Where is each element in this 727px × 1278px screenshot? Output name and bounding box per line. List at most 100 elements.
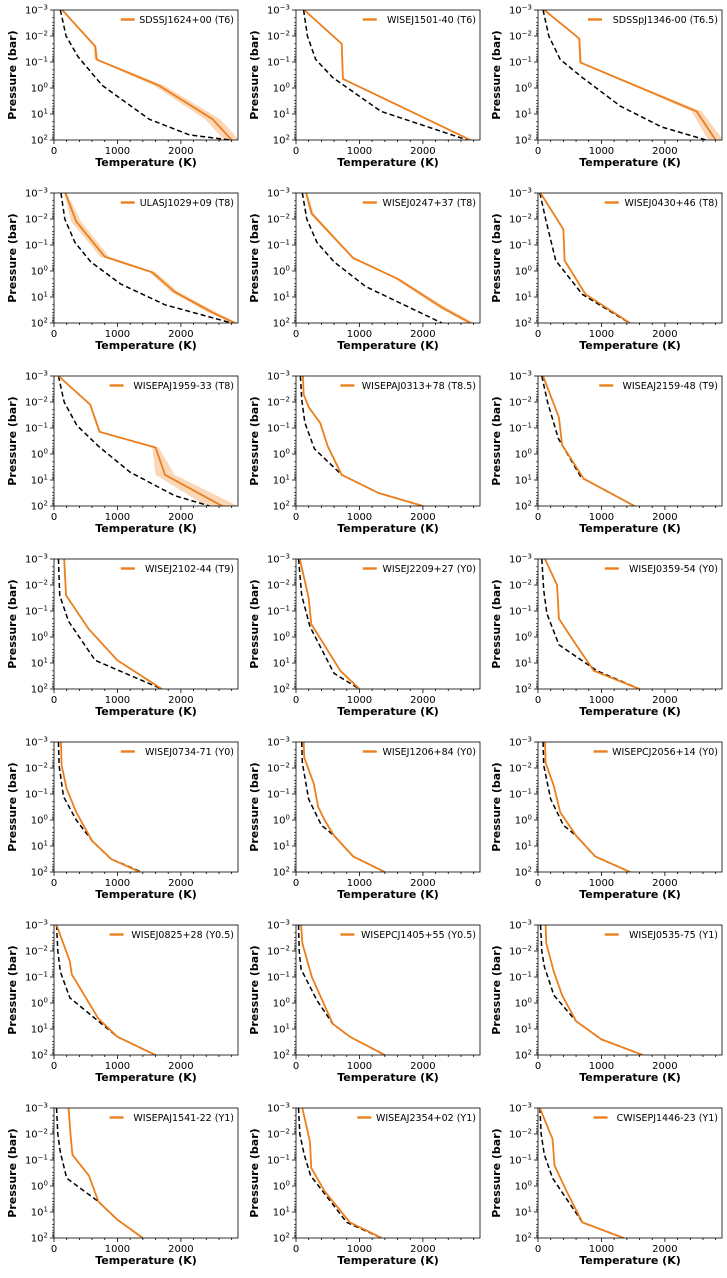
legend-label: CWISEPJ1446-23 (Y1) <box>617 1113 718 1124</box>
x-axis-title: Temperature (K) <box>337 156 439 169</box>
legend-label: SDSSJ1624+00 (T6) <box>139 15 234 26</box>
y-tick-label: 101 <box>515 108 532 121</box>
reference-profile-line <box>539 193 630 323</box>
x-tick-label: 2000 <box>410 329 435 340</box>
y-tick-label: 10−2 <box>267 945 290 958</box>
y-tick-label: 100 <box>31 448 48 461</box>
retrieved-profile-line <box>542 376 635 506</box>
y-tick-label: 10−2 <box>25 1128 48 1141</box>
y-tick-label: 10−3 <box>509 1102 532 1115</box>
y-tick-label: 10−2 <box>25 945 48 958</box>
y-tick-label: 102 <box>515 1232 532 1245</box>
x-axis-title: Temperature (K) <box>579 1254 681 1267</box>
y-tick-label: 10−2 <box>267 396 290 409</box>
reference-profile-line <box>299 376 424 506</box>
uncertainty-band <box>543 10 722 140</box>
legend-label: WISEPCJ2056+14 (Y0) <box>612 747 718 758</box>
reference-profile-line <box>302 10 468 140</box>
legend-label: WISEJ0430+46 (T8) <box>624 198 718 209</box>
y-axis-title: Pressure (bar) <box>6 396 19 485</box>
y-axis-title: Pressure (bar) <box>248 30 261 119</box>
y-tick-label: 100 <box>273 631 290 644</box>
y-tick-label: 10−2 <box>509 396 532 409</box>
retrieved-profile-line <box>63 559 163 689</box>
axes-frame <box>295 924 481 1056</box>
axes-frame <box>295 741 481 873</box>
axes-frame <box>53 741 239 873</box>
y-tick-label: 100 <box>31 1180 48 1193</box>
x-tick-label: 0 <box>51 695 57 706</box>
y-tick-label: 101 <box>515 1206 532 1219</box>
y-tick-label: 100 <box>515 82 532 95</box>
y-tick-label: 10−3 <box>25 553 48 566</box>
x-tick-label: 2000 <box>168 329 193 340</box>
y-tick-label: 101 <box>515 657 532 670</box>
retrieved-profile-line <box>64 193 236 323</box>
y-tick-label: 10−3 <box>25 370 48 383</box>
subplot-6: 0 1000 2000 10−3 10−2 10−1 100 101 102 Temperatur… <box>490 187 723 352</box>
subplot-21: 0 1000 2000 10−3 10−2 10−1 100 101 102 Temperatur… <box>490 1102 723 1267</box>
legend-label: WISEPAJ0313+78 (T8.5) <box>362 381 476 392</box>
y-tick-label: 100 <box>273 82 290 95</box>
x-tick-label: 0 <box>293 878 299 889</box>
retrieved-profile-line <box>539 1108 624 1238</box>
y-tick-label: 10−3 <box>25 187 48 200</box>
legend-label: WISEJ2209+27 (Y0) <box>382 564 476 575</box>
y-axis-title: Pressure (bar) <box>490 1128 503 1217</box>
x-tick-label: 2000 <box>168 878 193 889</box>
x-axis-title: Temperature (K) <box>579 522 681 535</box>
y-tick-label: 102 <box>31 1049 48 1062</box>
retrieved-profile-line <box>544 742 631 872</box>
x-axis-title: Temperature (K) <box>337 1254 439 1267</box>
y-tick-label: 10−3 <box>267 919 290 932</box>
y-axis-title: Pressure (bar) <box>490 396 503 485</box>
retrieved-profile-line <box>61 10 233 140</box>
retrieved-profile-line <box>302 376 424 506</box>
y-tick-label: 10−2 <box>25 762 48 775</box>
y-axis-title: Pressure (bar) <box>248 945 261 1034</box>
x-tick-label: 0 <box>51 1244 57 1255</box>
x-axis-title: Temperature (K) <box>579 705 681 718</box>
y-tick-label: 10−2 <box>509 762 532 775</box>
y-tick-label: 102 <box>31 134 48 147</box>
retrieved-profile-line <box>544 925 644 1055</box>
axes-frame <box>295 558 481 690</box>
x-axis-title: Temperature (K) <box>95 1071 197 1084</box>
y-tick-label: 10−1 <box>509 56 532 69</box>
y-tick-label: 10−1 <box>25 971 48 984</box>
y-tick-label: 10−1 <box>267 422 290 435</box>
y-tick-label: 10−2 <box>509 30 532 43</box>
x-tick-label: 1000 <box>589 329 614 340</box>
legend-label: WISEJ1206+84 (Y0) <box>382 747 476 758</box>
subplot-16: 0 1000 2000 10−3 10−2 10−1 100 101 102 Temperatur… <box>6 919 239 1084</box>
axes-frame <box>53 375 239 507</box>
x-axis-title: Temperature (K) <box>579 1071 681 1084</box>
y-tick-label: 10−1 <box>509 788 532 801</box>
subplot-2: 0 1000 2000 10−3 10−2 10−1 100 101 102 Temperatur… <box>248 4 481 169</box>
axes-frame <box>53 9 239 141</box>
y-tick-label: 10−1 <box>267 788 290 801</box>
legend-label: WISEJ1501-40 (T6) <box>387 15 476 26</box>
x-axis-title: Temperature (K) <box>579 339 681 352</box>
retrieved-profile-line <box>303 10 471 140</box>
uncertainty-band <box>539 1108 624 1238</box>
x-tick-label: 2000 <box>410 878 435 889</box>
reference-profile-line <box>297 925 386 1055</box>
x-axis-title: Temperature (K) <box>95 522 197 535</box>
y-tick-label: 10−1 <box>267 605 290 618</box>
y-tick-label: 10−1 <box>25 422 48 435</box>
uncertainty-band <box>303 742 386 872</box>
axes-frame <box>295 9 481 141</box>
y-tick-label: 10−2 <box>509 945 532 958</box>
x-axis-title: Temperature (K) <box>95 339 197 352</box>
subplot-9: 0 1000 2000 10−3 10−2 10−1 100 101 102 Temperatur… <box>490 370 723 535</box>
y-tick-label: 102 <box>273 866 290 879</box>
y-tick-label: 10−1 <box>509 971 532 984</box>
reference-profile-line <box>539 925 643 1055</box>
uncertainty-band <box>68 1108 144 1238</box>
uncertainty-band <box>542 376 635 506</box>
y-tick-label: 101 <box>31 1206 48 1219</box>
y-tick-label: 102 <box>273 1049 290 1062</box>
reference-profile-line <box>541 376 635 506</box>
